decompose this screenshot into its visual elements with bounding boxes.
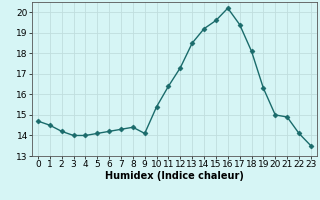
X-axis label: Humidex (Indice chaleur): Humidex (Indice chaleur) xyxy=(105,171,244,181)
